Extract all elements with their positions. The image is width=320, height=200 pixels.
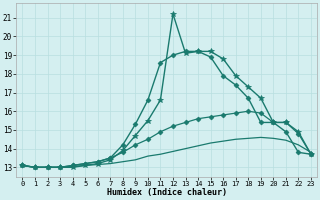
X-axis label: Humidex (Indice chaleur): Humidex (Indice chaleur) bbox=[107, 188, 227, 197]
